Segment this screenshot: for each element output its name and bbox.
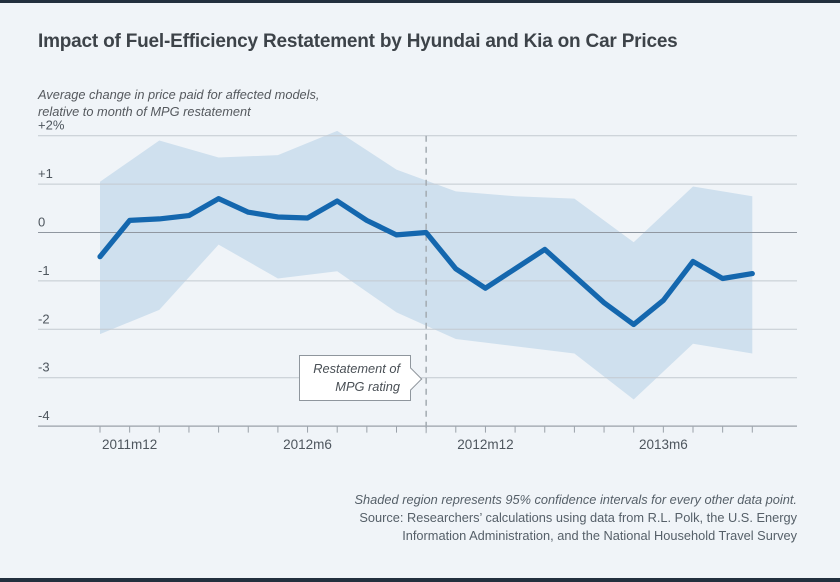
price-line (97, 196, 755, 328)
bottom-accent-bar (0, 578, 840, 582)
y-tick-label: -3 (38, 360, 50, 375)
ci-note: Shaded region represents 95% confidence … (354, 492, 797, 507)
y-tick-label: -4 (38, 408, 50, 423)
ci-band (100, 130, 753, 400)
callout-text-line1: Restatement of (313, 361, 400, 376)
x-tick-label: 2012m6 (283, 437, 332, 452)
x-tick-label: 2011m12 (102, 437, 157, 452)
y-tick-label: -2 (38, 311, 50, 326)
restatement-callout: Restatement of MPG rating (299, 355, 423, 402)
callout-text-line2: MPG rating (335, 378, 400, 394)
top-accent-bar (0, 0, 840, 3)
x-tick-label: 2012m12 (457, 437, 513, 452)
source-line1: Source: Researchers’ calculations using … (359, 510, 797, 526)
y-tick-label: +2% (38, 118, 65, 133)
chart-subtitle: Average change in price paid for affecte… (38, 87, 458, 121)
x-tick-label: 2013m6 (639, 437, 688, 452)
y-tick-label: 0 (38, 215, 45, 230)
y-tick-label: -1 (38, 263, 50, 278)
page-title: Impact of Fuel-Efficiency Restatement by… (38, 31, 678, 52)
y-tick-label: +1 (38, 166, 53, 181)
source-line2: Information Administration, and the Nati… (402, 528, 797, 544)
chart-footnote: Shaded region represents 95% confidence … (237, 491, 797, 545)
chart-subtitle-line2: relative to month of MPG restatement (38, 103, 251, 119)
chart-subtitle-line1: Average change in price paid for affecte… (38, 87, 320, 102)
